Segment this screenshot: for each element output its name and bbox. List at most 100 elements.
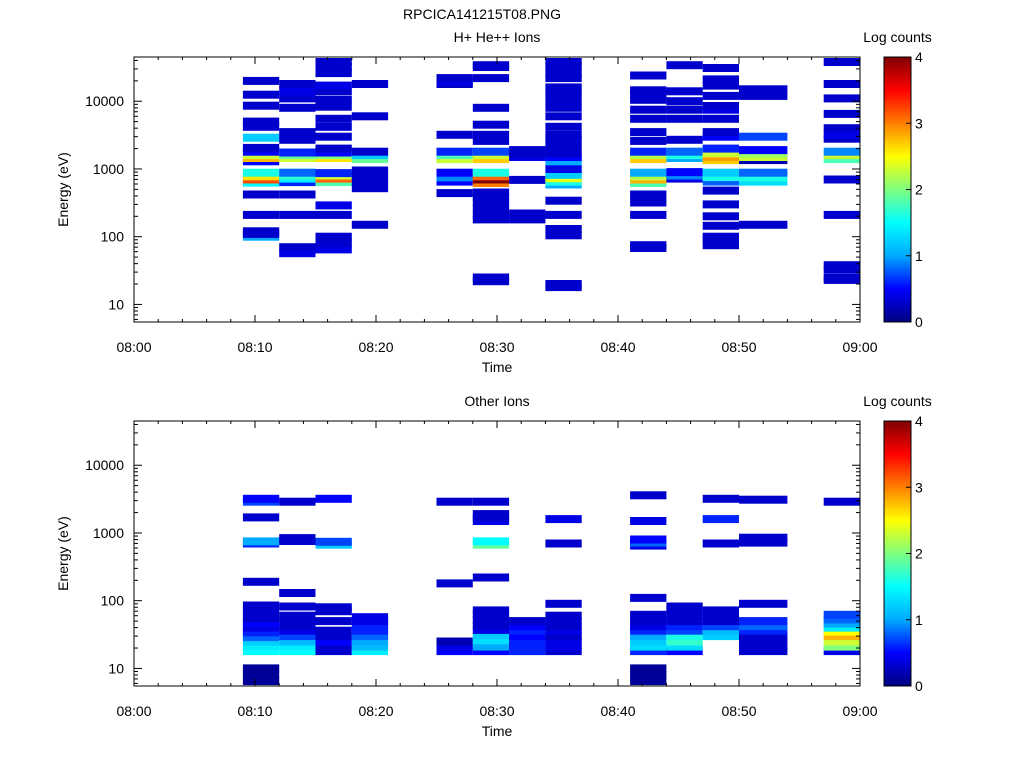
heatmap-cell [702,622,739,631]
heatmap-cell [739,91,788,100]
heatmap-cell [545,112,582,121]
heatmap-cell [436,189,473,198]
heatmap-cell [702,515,739,524]
heatmap-cell [630,105,667,114]
heatmap-cell [666,617,703,626]
heatmap-cell [472,120,510,129]
heatmap-cell [351,632,389,641]
x-tick-label: 08:50 [721,339,756,355]
heatmap-cell [279,626,316,635]
heatmap-cell [630,95,667,104]
heatmap-cell [472,625,510,634]
heatmap-cell [666,114,703,123]
y-tick-label: 10000 [85,457,124,473]
heatmap-cell [823,109,860,118]
heatmap-cell [315,63,352,71]
heatmap-cell [351,171,389,180]
heatmap-cell [823,637,860,646]
heatmap-cell [739,622,788,631]
heatmap-cell [315,637,352,646]
heatmap-cell [472,642,510,651]
heatmap-cell [545,83,582,92]
heatmap-cell [702,494,739,503]
heatmap-cell [702,91,739,100]
heatmap-cell [702,200,739,209]
heatmap-cell [702,102,739,110]
heatmap-cell [702,144,739,153]
heatmap-cell [315,81,352,90]
heatmap-cell [630,626,667,635]
heatmap-cell [823,130,860,139]
heatmap-cell [242,623,280,632]
heatmap-cell [279,249,316,258]
heatmap-cell [279,534,316,543]
heatmap-cell [545,539,582,548]
heatmap-cell [242,494,280,503]
heatmap-cell [472,537,510,546]
heatmap-cell [472,147,510,156]
heatmap-cell [315,114,352,123]
heatmap-cell [242,677,280,686]
heatmap-cell [315,647,352,656]
heatmap-cell [630,168,667,177]
heatmap-cell [630,517,667,525]
heatmap-cell [545,97,582,106]
heatmap-cell [666,622,703,631]
heatmap-cell [315,603,352,612]
heatmap-cell [545,225,582,233]
heatmap-cell [315,632,352,641]
page-title: RPCICA141215T08.PNG [403,6,561,22]
y-axis: 10 100 1000 10000 [85,423,860,684]
heatmap-cell [702,241,739,250]
heatmap-cell [242,537,280,546]
heatmap-cell [739,85,788,94]
heatmap-cell [242,647,280,656]
heatmap-cell [739,637,788,646]
colorbar-tick-label: 2 [915,182,923,198]
heatmap-cell [545,231,582,240]
x-tick-label: 09:00 [842,339,877,355]
colorbar: 0 1 2 3 4 Log counts [863,393,932,694]
heatmap-cell [545,637,582,646]
heatmap-cell [279,94,316,103]
heatmap-cell [545,622,582,631]
heatmap-cell [666,637,703,646]
colorbar-label: Log counts [863,393,932,409]
heatmap-cell [545,196,582,205]
heatmap-cell [702,611,739,620]
colorbar-tick-label: 0 [915,314,923,330]
heatmap-cell [630,632,667,641]
heatmap-cell [436,168,473,177]
heatmap-cell [351,637,389,646]
heatmap-cell [702,626,739,635]
heatmap-cell [702,177,739,186]
heatmap-cell [545,130,582,139]
heatmap-cell [315,87,352,96]
heatmap-cell [242,513,280,522]
heatmap-cell [630,610,667,619]
heatmap-cell [739,220,788,229]
heatmap-cell [472,610,510,619]
heatmap-cell [351,622,389,631]
heatmap-cell [545,515,582,524]
heatmap-cell [436,177,473,186]
heatmap-cell [242,607,280,616]
heatmap-cell [472,636,510,645]
colorbar-tick-label: 3 [915,479,923,495]
heatmap-cell [351,112,389,121]
heatmap-cell [545,626,582,635]
heatmap-cell [242,633,280,642]
heatmap-cell [436,642,473,651]
heatmap-cell [739,538,788,547]
heatmap-cell [279,210,316,219]
heatmap-cell [436,579,473,588]
heatmap-cell [315,245,352,254]
heatmap-cell [279,135,316,144]
heatmap-cell [242,577,280,586]
heatmap-cell [666,602,703,611]
heatmap-cell [739,632,788,641]
heatmap-cell [509,647,546,656]
heatmap-cell [823,497,860,506]
heatmap-cell [472,193,510,202]
